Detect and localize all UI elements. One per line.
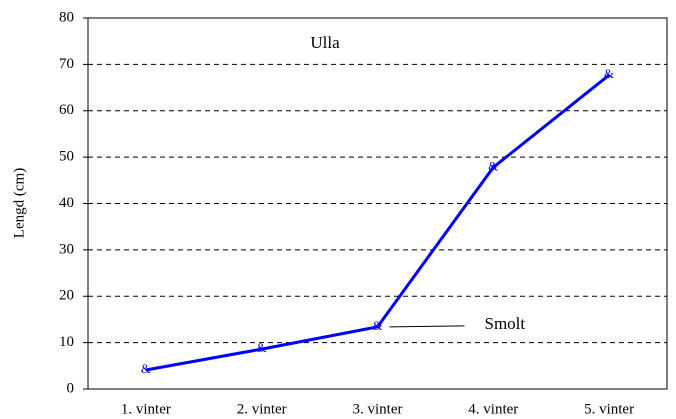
annotation: Smolt bbox=[485, 314, 526, 333]
y-tick-label: 0 bbox=[67, 380, 75, 396]
y-axis-label: Lengd (cm) bbox=[11, 168, 27, 238]
annotation-line bbox=[389, 325, 465, 328]
x-tick-label: 2. vinter bbox=[237, 401, 287, 417]
y-tick-label: 50 bbox=[59, 149, 74, 165]
y-tick-label: 30 bbox=[59, 241, 74, 257]
x-tick-label: 4. vinter bbox=[468, 401, 518, 417]
y-tick-label: 70 bbox=[59, 56, 74, 72]
marker: & bbox=[141, 361, 151, 376]
x-tick-label: 5. vinter bbox=[584, 401, 634, 417]
line bbox=[145, 73, 611, 372]
plot-frame bbox=[87, 17, 668, 390]
x-tick-label: 3. vinter bbox=[353, 401, 403, 417]
marker: & bbox=[372, 318, 382, 333]
marker: & bbox=[604, 66, 614, 81]
x-tick-label: 1. vinter bbox=[121, 401, 171, 417]
chart-title: Ulla bbox=[310, 33, 340, 52]
y-tick-label: 60 bbox=[59, 102, 74, 118]
y-tick-label: 20 bbox=[59, 288, 74, 304]
marker: & bbox=[257, 340, 267, 355]
y-tick-label: 80 bbox=[59, 9, 74, 25]
y-tick-label: 10 bbox=[59, 334, 74, 350]
y-tick-label: 40 bbox=[59, 195, 74, 211]
marker: & bbox=[488, 158, 498, 173]
